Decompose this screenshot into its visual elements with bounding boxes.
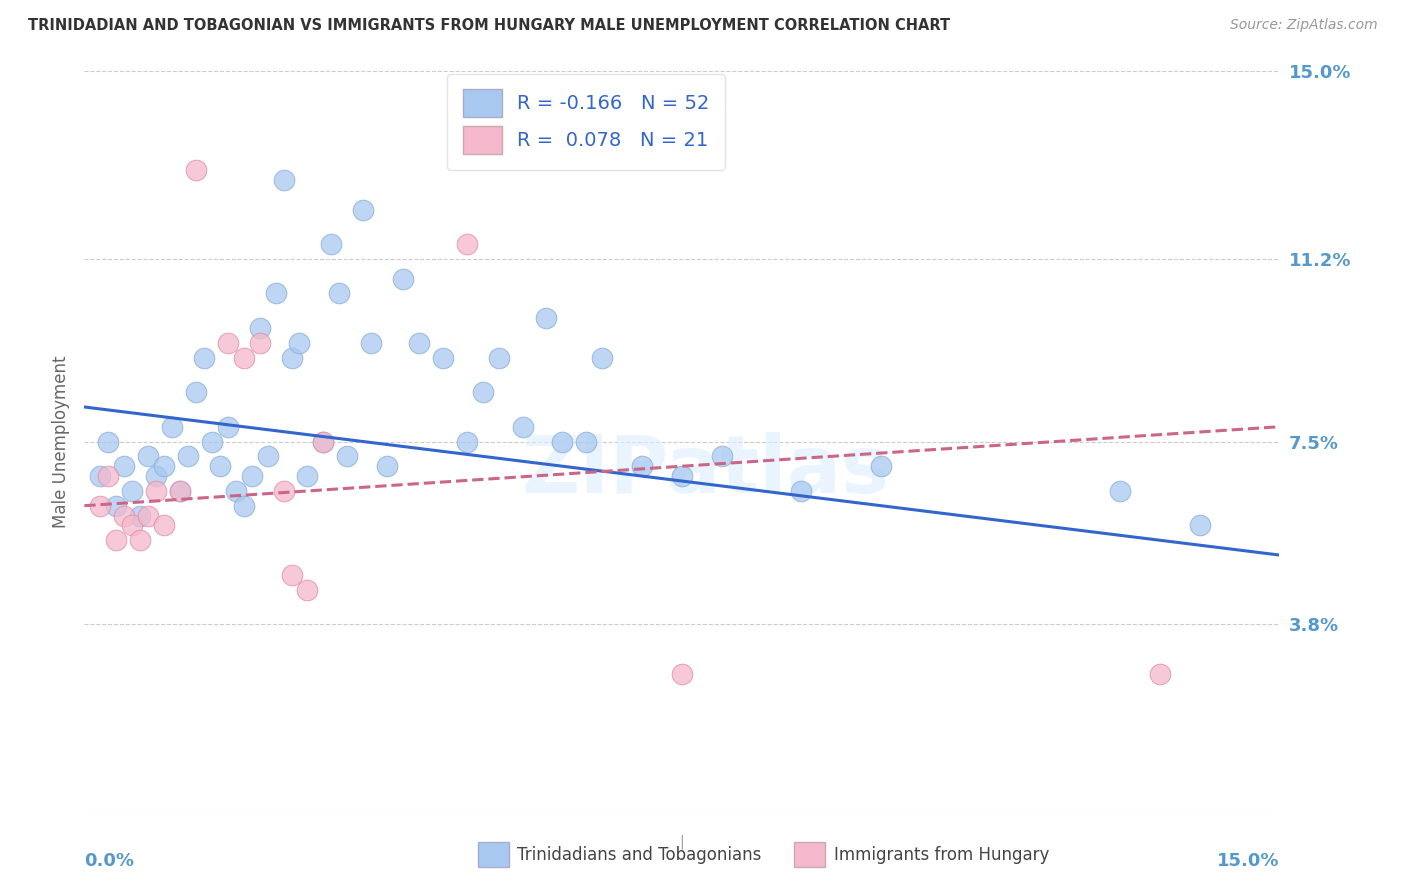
Text: |: | (679, 834, 685, 848)
Point (217, 419, 239, 434)
Point (551, 434, 574, 449)
Text: 0.0%: 0.0% (84, 852, 135, 870)
Point (297, 582, 319, 597)
Point (432, 351, 454, 365)
Point (512, 419, 534, 434)
Point (232, 351, 254, 365)
Point (89, 499, 111, 513)
Point (352, 202, 374, 217)
Point (360, 335, 382, 350)
Point (280, 567, 302, 582)
Point (249, 321, 271, 335)
Point (408, 335, 430, 350)
Point (208, 459, 231, 474)
Point (97, 469, 120, 483)
Point (297, 469, 319, 483)
Point (790, 483, 813, 498)
Text: ZIPatlas: ZIPatlas (522, 432, 890, 510)
Point (136, 450, 159, 464)
Point (671, 469, 693, 483)
Point (153, 459, 176, 474)
Point (169, 483, 191, 498)
Point (488, 351, 510, 365)
Point (575, 434, 598, 449)
Point (145, 469, 167, 483)
Point (169, 483, 191, 498)
Point (89, 469, 111, 483)
Point (328, 286, 350, 301)
Point (160, 419, 183, 434)
Point (312, 434, 335, 449)
Point (112, 508, 135, 523)
Y-axis label: Male Unemployment: Male Unemployment (52, 355, 70, 528)
Point (321, 237, 343, 252)
Point (273, 173, 295, 187)
Point (232, 499, 254, 513)
Point (471, 385, 494, 400)
Point (136, 508, 159, 523)
Point (249, 335, 271, 350)
Point (105, 533, 128, 548)
Point (129, 508, 152, 523)
Text: Immigrants from Hungary: Immigrants from Hungary (834, 846, 1049, 863)
Point (184, 385, 207, 400)
Point (97, 434, 120, 449)
Point (145, 483, 167, 498)
Point (710, 450, 733, 464)
Point (217, 335, 239, 350)
Point (336, 450, 359, 464)
Point (184, 163, 207, 178)
Point (129, 533, 152, 548)
Legend: R = -0.166   N = 52, R =  0.078   N = 21: R = -0.166 N = 52, R = 0.078 N = 21 (447, 74, 725, 169)
Point (105, 499, 128, 513)
Point (375, 459, 398, 474)
Point (312, 434, 335, 449)
Point (870, 459, 893, 474)
Point (256, 450, 278, 464)
Point (1188, 518, 1211, 533)
Text: 15.0%: 15.0% (1218, 852, 1279, 870)
Point (631, 459, 654, 474)
Point (1149, 666, 1171, 681)
Point (392, 271, 415, 285)
Point (121, 518, 143, 533)
Point (264, 286, 287, 301)
Point (153, 518, 176, 533)
Point (1109, 483, 1132, 498)
Point (456, 434, 478, 449)
Point (112, 459, 135, 474)
Text: TRINIDADIAN AND TOBAGONIAN VS IMMIGRANTS FROM HUNGARY MALE UNEMPLOYMENT CORRELAT: TRINIDADIAN AND TOBAGONIAN VS IMMIGRANTS… (28, 18, 950, 33)
Point (121, 483, 143, 498)
Point (280, 351, 302, 365)
Point (201, 434, 224, 449)
Point (240, 469, 263, 483)
Text: Source: ZipAtlas.com: Source: ZipAtlas.com (1230, 18, 1378, 32)
Point (225, 483, 247, 498)
Point (591, 351, 613, 365)
Point (273, 483, 295, 498)
Point (288, 335, 311, 350)
Text: Trinidadians and Tobagonians: Trinidadians and Tobagonians (517, 846, 762, 863)
Point (456, 237, 478, 252)
Point (193, 351, 215, 365)
Point (671, 666, 693, 681)
Point (177, 450, 200, 464)
Point (536, 311, 558, 326)
